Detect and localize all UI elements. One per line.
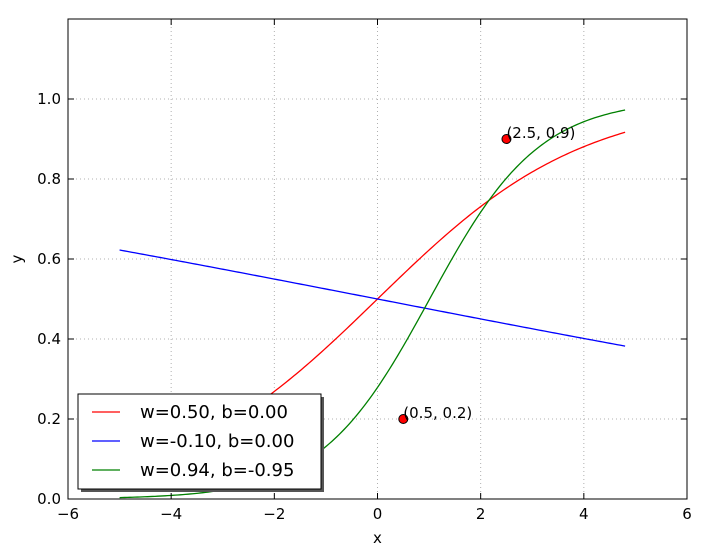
legend: w=0.50, b=0.00 w=-0.10, b=0.00 w=0.94, b=-…: [77, 393, 324, 492]
annotated-points: (0.5, 0.2) (2.5, 0.9): [398, 124, 575, 424]
data-point: [398, 414, 409, 424]
y-tick-label: 0.8: [37, 170, 61, 188]
legend-label: w=-0.10, b=0.00: [140, 431, 294, 452]
x-tick-label: 2: [476, 505, 486, 523]
x-tick-label: 0: [373, 505, 383, 523]
x-tick-label: −2: [263, 505, 285, 523]
y-tick-label: 1.0: [37, 90, 61, 108]
x-tick-label: 4: [579, 505, 589, 523]
x-tick-label: 6: [682, 505, 692, 523]
y-tick-label: 0.6: [37, 250, 61, 268]
x-tick-label: −6: [57, 505, 79, 523]
legend-label: w=0.94, b=-0.95: [140, 460, 294, 481]
y-tick-label: 0.2: [37, 410, 61, 428]
point-label: (2.5, 0.9): [506, 124, 575, 142]
y-axis-label: y: [8, 254, 26, 263]
x-tick-label: −4: [160, 505, 182, 523]
series-line: [119, 109, 626, 499]
axis-ticks: −6 −4 −2 0 2 4 6 0.0 0.2 0.4 0.6 0.8 1.0: [37, 19, 692, 523]
series-line: [119, 249, 626, 347]
y-tick-label: 0.4: [37, 330, 61, 348]
x-axis-label: x: [373, 529, 382, 547]
legend-label: w=0.50, b=0.00: [140, 402, 288, 423]
data-point: [501, 134, 512, 144]
point-label: (0.5, 0.2): [403, 404, 472, 422]
y-tick-label: 0.0: [37, 490, 61, 508]
